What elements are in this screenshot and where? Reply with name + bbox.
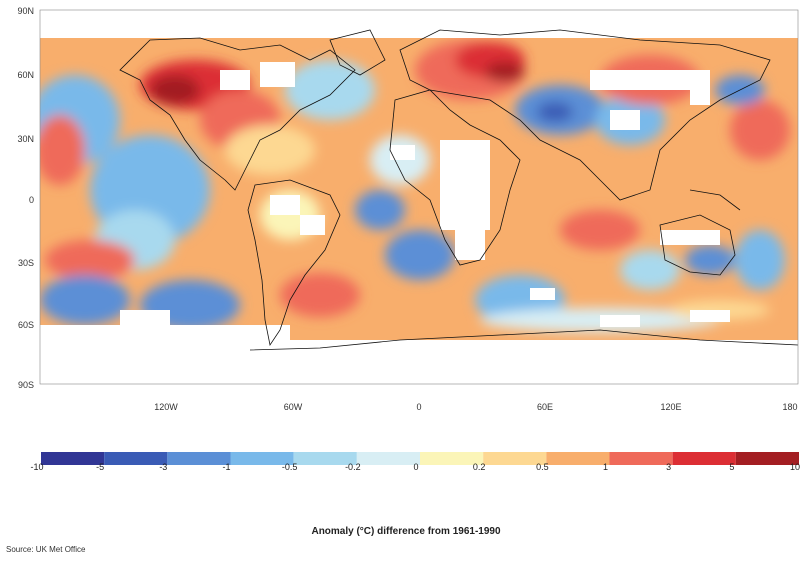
lat-tick-90n: 90N [17, 6, 34, 16]
legend-swatch [546, 452, 610, 465]
lat-tick-0: 0 [29, 195, 34, 205]
lat-tick-30n: 30N [17, 134, 34, 144]
legend-swatch [293, 452, 357, 465]
legend-tick-label: -1 [222, 462, 231, 472]
coastlines [119, 29, 798, 351]
lon-tick-0: 0 [416, 402, 421, 412]
legend-swatch [41, 452, 105, 465]
legend-tick-label: -0.5 [281, 462, 298, 472]
lon-tick-120e: 120E [660, 402, 681, 412]
legend-swatch [483, 452, 547, 465]
legend-swatch [609, 452, 673, 465]
legend-swatch [104, 452, 168, 465]
legend-tick-label: -3 [159, 462, 168, 472]
legend-tick-label: -0.2 [345, 462, 361, 472]
legend-tick-label: 0.5 [536, 462, 549, 472]
temperature-anomaly-map: 90N 60N 30N 0 30S 60S 90S 120W 60W 0 60E… [17, 6, 799, 412]
legend-tick-label: 3 [666, 462, 672, 472]
lat-tick-60n: 60N [17, 70, 34, 80]
legend-tick-label: 1 [602, 462, 608, 472]
legend-tick-label: 0 [413, 462, 419, 472]
lat-tick-30s: 30S [18, 258, 34, 268]
source-note: Source: UK Met Office [6, 545, 86, 554]
legend-swatch [230, 452, 294, 465]
legend-swatch [420, 452, 484, 465]
legend-caption: Anomaly (°C) difference from 1961-1990 [311, 526, 501, 537]
lat-tick-90s: 90S [18, 380, 34, 390]
legend-tick-label: 10 [789, 462, 800, 472]
lon-tick-60e: 60E [537, 402, 553, 412]
legend-tick-label: -10 [30, 462, 44, 472]
legend-swatch [672, 452, 736, 465]
legend-swatch [356, 452, 420, 465]
lon-tick-180: 180 [782, 402, 797, 412]
lon-tick-60w: 60W [284, 402, 303, 412]
legend-tick-label: 5 [729, 462, 735, 472]
lon-tick-120w: 120W [154, 402, 178, 412]
legend-swatch [735, 452, 799, 465]
color-legend [41, 452, 799, 465]
legend-tick-label: -5 [96, 462, 105, 472]
lat-tick-60s: 60S [18, 320, 34, 330]
legend-swatch [167, 452, 231, 465]
legend-tick-label: 0.2 [472, 462, 486, 472]
